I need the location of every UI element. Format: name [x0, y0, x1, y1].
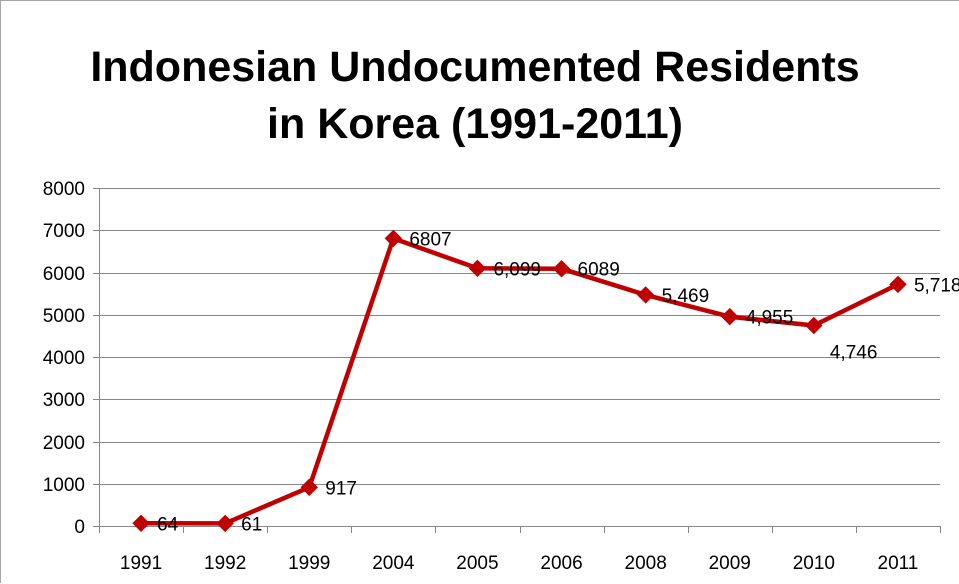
x-tick-label: 1999 [288, 553, 330, 574]
x-tick-label: 2010 [793, 553, 835, 574]
y-tick-label: 6000 [43, 264, 85, 285]
x-tick-label: 2004 [372, 553, 415, 574]
data-label-2009: 4,955 [746, 308, 794, 329]
data-point-2006 [552, 260, 571, 278]
series-line [141, 236, 899, 526]
chart-title: Indonesian Undocumented Residents in Kor… [1, 39, 949, 153]
data-series [132, 229, 907, 533]
data-label-2011: 5,718 [914, 275, 959, 296]
chart-title-line-2: in Korea (1991-2011) [267, 100, 683, 148]
data-point-2004 [384, 229, 403, 248]
x-tick-label: 2005 [456, 553, 498, 574]
y-tick-label: 4000 [43, 348, 85, 369]
data-point-1991 [132, 514, 150, 533]
y-tick-label: 2000 [43, 433, 85, 454]
chart-title-line-1: Indonesian Undocumented Residents [90, 43, 860, 91]
data-label-2010: 4,746 [830, 342, 878, 363]
data-label-2008: 5,469 [662, 286, 710, 307]
data-label-1992: 61 [241, 514, 262, 535]
data-point-2011 [889, 275, 907, 294]
data-label-2006: 6089 [578, 260, 620, 281]
data-label-1999: 917 [325, 478, 357, 499]
data-label-1991: 64 [157, 514, 179, 535]
y-axis-tick-labels: 0 1000 2000 3000 4000 5000 6000 7000 8000 [43, 179, 85, 538]
data-point-2010 [805, 316, 823, 335]
y-tick-label: 0 [74, 517, 85, 538]
data-labels: 64 61 917 6807 6,099 6089 5,469 4,955 4,746 5,718 [157, 229, 959, 535]
x-tick-label: 2009 [709, 553, 751, 574]
data-label-2004: 6807 [409, 229, 451, 250]
data-point-2009 [721, 307, 739, 326]
x-tick-label: 2008 [625, 553, 667, 574]
x-axis-tick-labels: 1991 1992 1999 2004 2005 2006 2008 2009 2010 2011 [120, 553, 918, 574]
y-tick-label: 5000 [43, 306, 85, 327]
y-tick-label: 8000 [43, 179, 85, 200]
x-tick-label: 2006 [540, 553, 582, 574]
x-tick-label: 1991 [120, 553, 162, 574]
y-tick-label: 3000 [43, 390, 85, 411]
x-tick-label: 2011 [878, 553, 919, 574]
gridlines [99, 188, 940, 485]
data-point-2008 [636, 286, 655, 304]
x-tick-label: 1992 [204, 553, 246, 574]
y-tick-label: 1000 [43, 475, 85, 496]
data-point-1992 [216, 514, 234, 533]
data-point-2005 [468, 259, 487, 278]
data-label-2005: 6,099 [493, 259, 541, 280]
data-point-1999 [300, 478, 318, 496]
axes [93, 188, 941, 533]
y-tick-label: 7000 [43, 221, 85, 242]
